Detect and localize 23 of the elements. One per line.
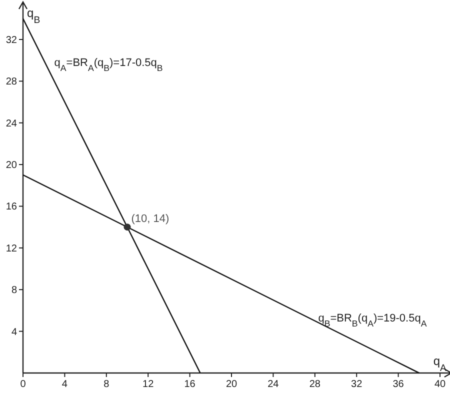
y-tick-label: 24 [6,118,18,130]
y-axis-title: q$_{B}$ [27,6,40,26]
x-tick-label: 24 [268,379,280,390]
x-tick-label: 20 [226,379,238,390]
series-label: q$_{B}$=BR$_{B}$(q$_{A}$)=19-0.5q$_{A}$ [318,312,427,329]
x-tick-label: 36 [392,379,404,390]
y-tick-label: 16 [6,202,18,213]
x-tick-label: 8 [104,379,110,390]
y-tick-label: 28 [6,76,18,88]
annotation: (10, 14) [131,213,170,226]
x-tick-label: 32 [351,379,363,390]
x-tick-label: 16 [184,379,196,390]
y-tick-label: 32 [6,34,18,46]
x-tick-label: 28 [309,379,321,390]
x-tick-label: 12 [142,379,154,390]
y-tick-label: 12 [6,243,18,254]
series-label: q$_{A}$=BR$_{A}$(q$_{B}$)=17-0.5q$_{B}$ [54,57,163,74]
x-tick-label: 40 [434,379,446,390]
y-tick-label: 4 [11,326,18,338]
y-tick-label: 20 [6,160,18,172]
x-tick-label: 4 [62,379,68,390]
y-tick-label: 8 [11,285,18,296]
x-tick-label: 0 [20,379,26,390]
